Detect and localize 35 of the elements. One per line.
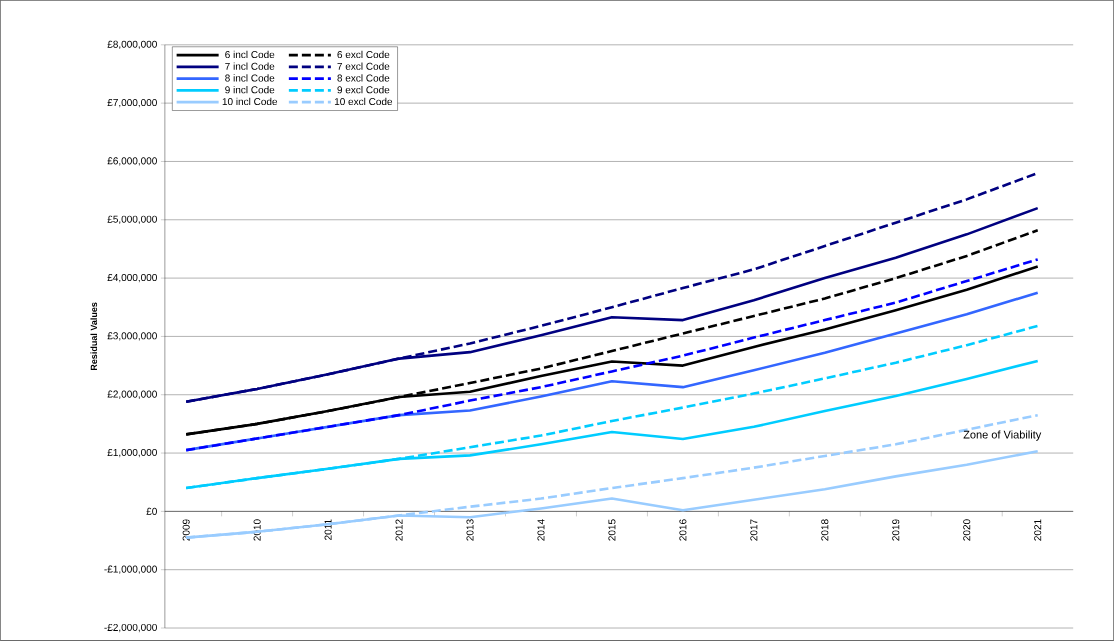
y-tick-label: £7,000,000 [107, 99, 157, 108]
x-tick-label: 2014 [537, 519, 545, 541]
x-tick-label: 2017 [750, 519, 758, 541]
x-tick-label: 2020 [963, 519, 971, 541]
y-axis-title: Residual Values [90, 302, 98, 371]
y-tick-label: -£2,000,000 [104, 623, 157, 633]
legend-label: 6 excl Code [337, 50, 390, 59]
y-tick-label: £3,000,000 [107, 332, 157, 341]
x-tick-label: 2016 [679, 519, 687, 541]
y-tick-label: £2,000,000 [107, 390, 157, 399]
legend-label: 8 excl Code [337, 74, 390, 82]
legend-label: 8 incl Code [225, 74, 275, 82]
legend-label: 10 excl Code [334, 97, 393, 106]
legend-label: 10 incl Code [222, 97, 278, 106]
legend-label: 9 excl Code [337, 86, 390, 94]
legend-label: 9 incl Code [225, 86, 275, 94]
x-tick-label: 2019 [892, 519, 900, 541]
y-tick-label: £4,000,000 [107, 274, 157, 283]
y-tick-label: £8,000,000 [107, 40, 157, 50]
y-tick-label: -£1,000,000 [104, 565, 157, 574]
y-tick-label: £1,000,000 [107, 449, 157, 458]
y-tick-label: £0 [146, 507, 157, 515]
legend-label: 7 excl Code [337, 62, 390, 70]
x-tick-label: 2015 [608, 519, 616, 541]
legend-label: 7 incl Code [225, 62, 275, 70]
x-tick-label: 2012 [395, 519, 403, 541]
x-tick-label: 2011 [324, 519, 332, 541]
annotation: Zone of Viability [963, 430, 1042, 441]
x-tick-label: 2018 [821, 519, 829, 541]
y-tick-label: £6,000,000 [107, 157, 157, 166]
legend-label: 6 incl Code [225, 50, 275, 59]
x-tick-label: 2010 [253, 519, 261, 541]
y-tick-label: £5,000,000 [107, 215, 157, 224]
x-tick-label: 2021 [1034, 519, 1042, 541]
x-tick-label: 2013 [466, 519, 474, 541]
